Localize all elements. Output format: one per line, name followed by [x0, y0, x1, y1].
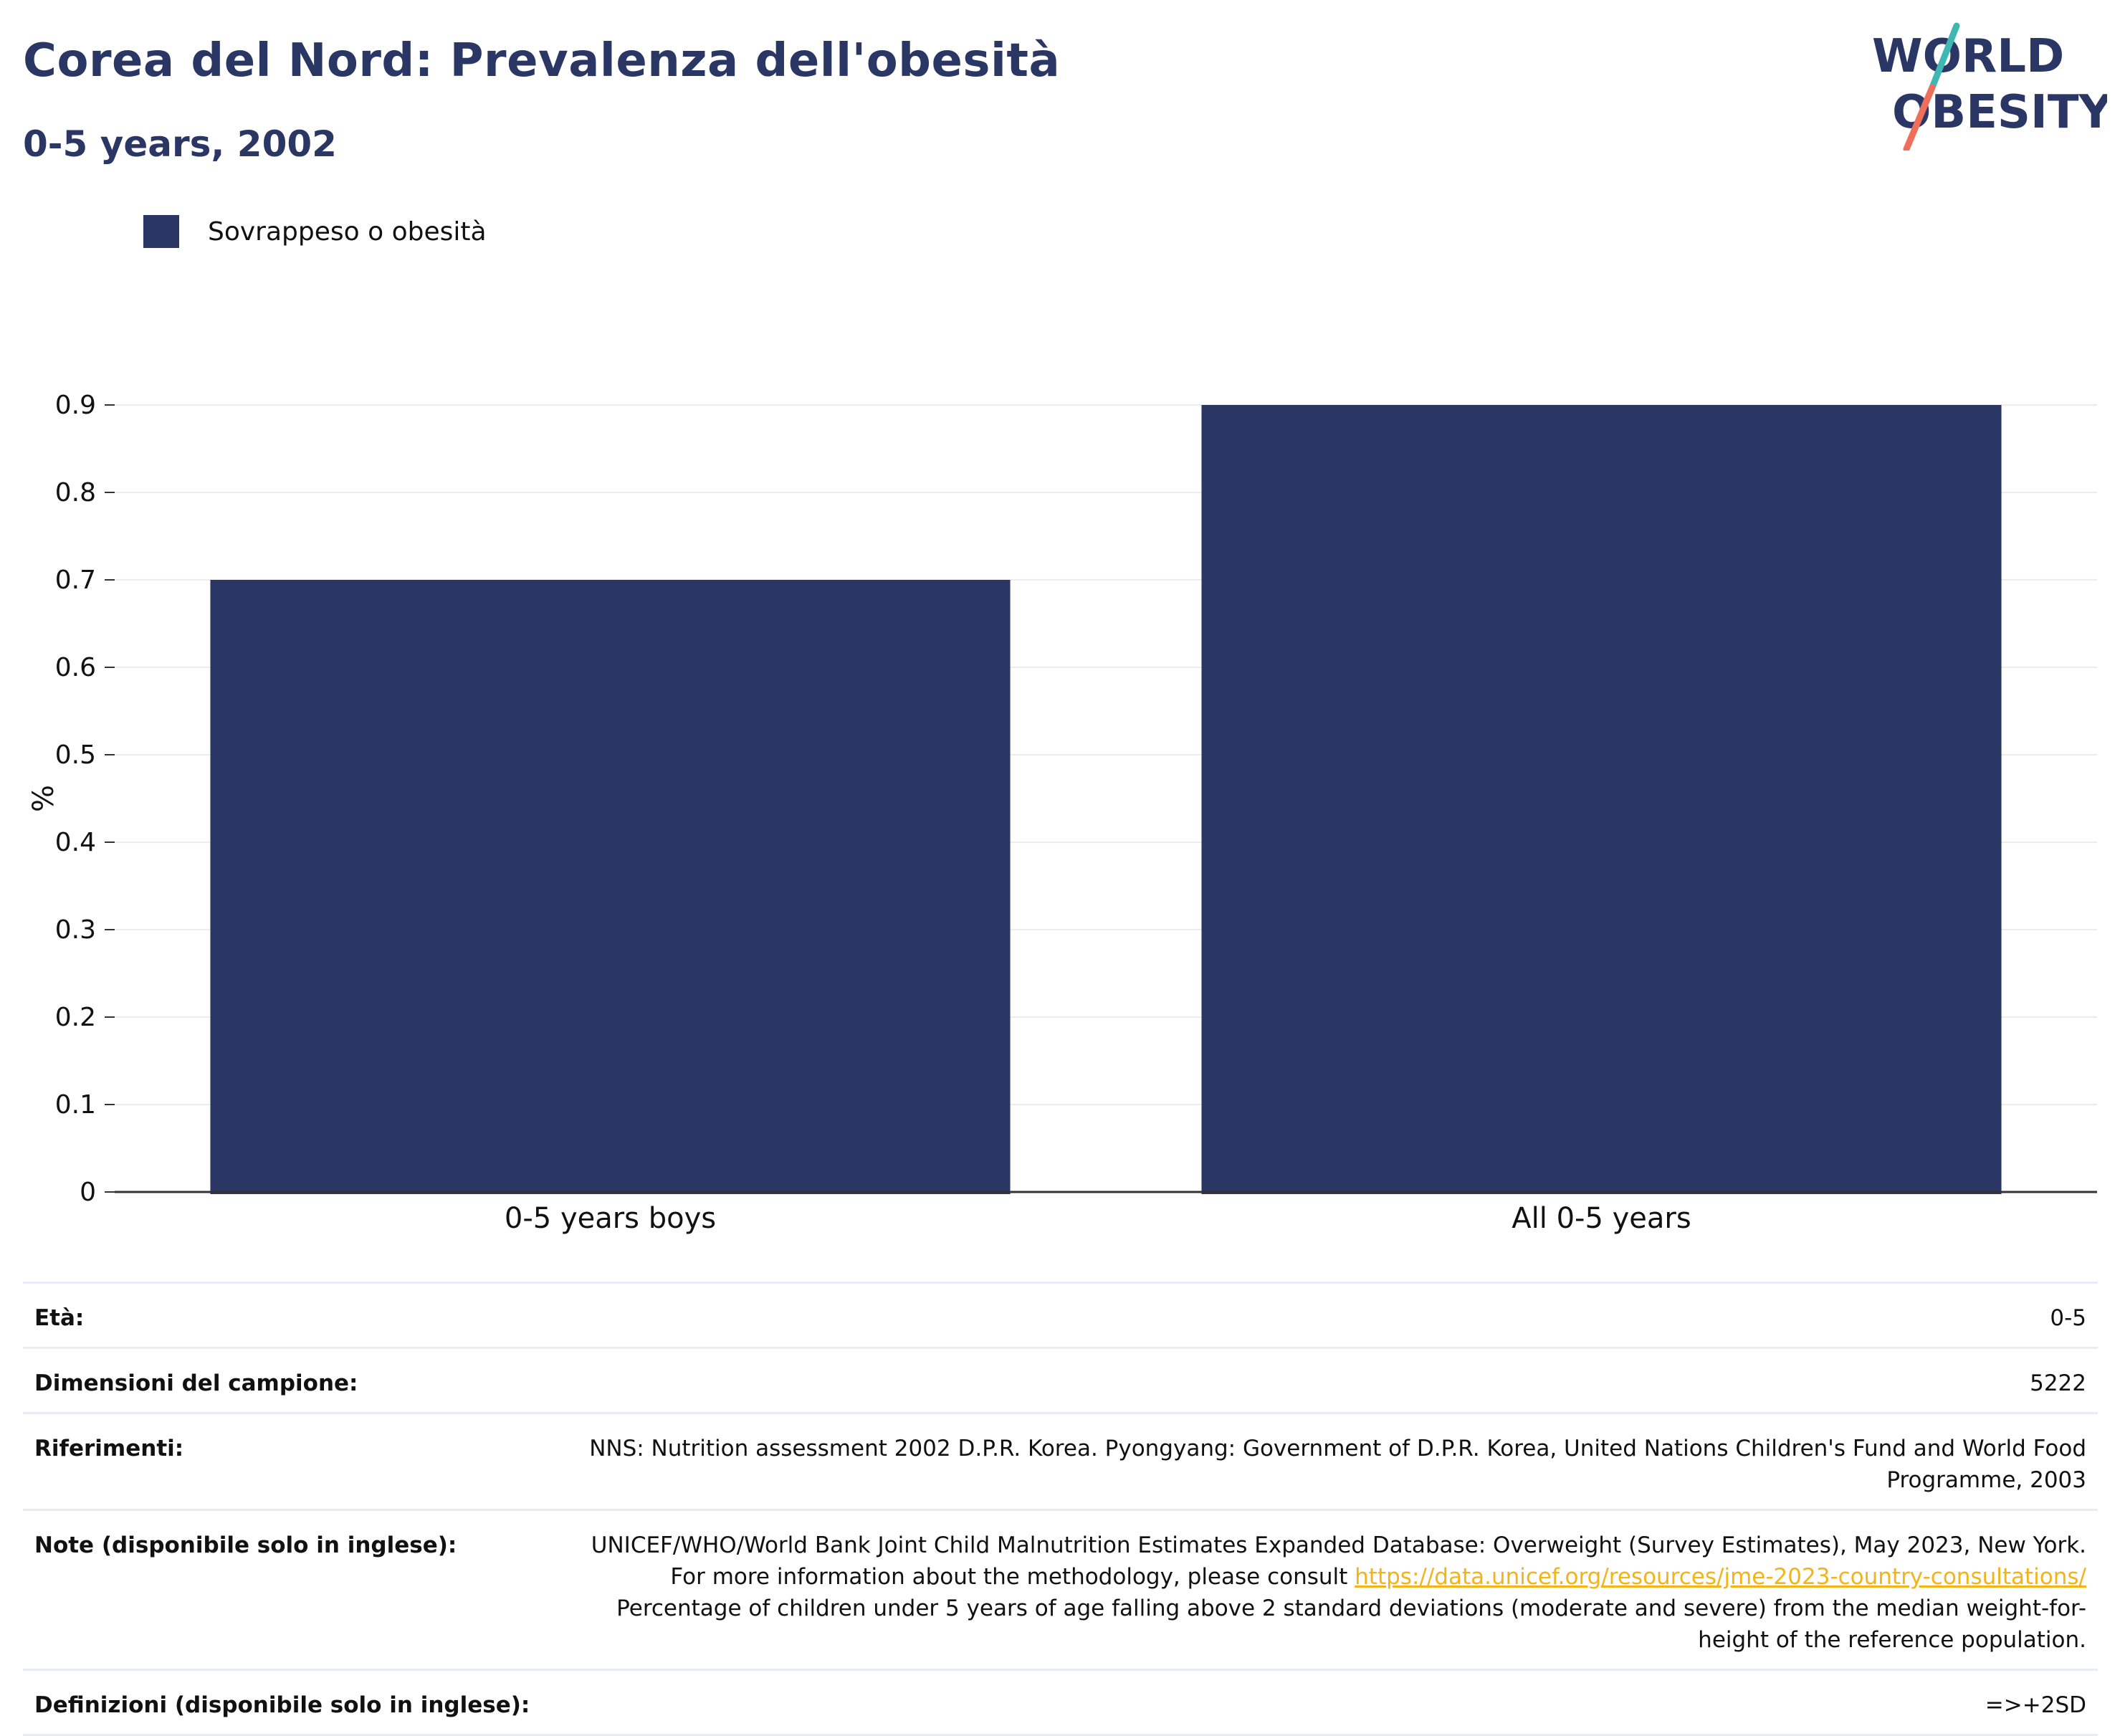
- y-tick-label: 0.4: [55, 828, 96, 857]
- logo-text-world: WORLD: [1872, 30, 2064, 83]
- y-tick-label: 0.1: [55, 1090, 96, 1120]
- notes-text: UNICEF/WHO/World Bank Joint Child Malnut…: [591, 1532, 2086, 1590]
- references-value: NNS: Nutrition assessment 2002 D.P.R. Ko…: [548, 1412, 2098, 1510]
- notes-definition-text: Percentage of children under 5 years of …: [616, 1596, 2086, 1653]
- bars: [210, 405, 2002, 1194]
- x-tick-label: 0-5 years boys: [505, 1202, 716, 1235]
- details-row-references: Riferimenti: NNS: Nutrition assessment 2…: [23, 1412, 2098, 1510]
- references-label: Riferimenti:: [23, 1412, 548, 1510]
- details-row-notes: Note (disponibile solo in inglese): UNIC…: [23, 1509, 2098, 1670]
- y-tick-label: 0: [80, 1178, 96, 1207]
- bar-chart: 0 0.1 0.2 0.3 0.4 0.5 0.6 0.7 0.8 0.9% 0-5 years b…: [27, 391, 2097, 1235]
- details-row-sample: Dimensioni del campione: 5222: [23, 1347, 2098, 1413]
- age-label: Età:: [23, 1282, 548, 1348]
- y-tick-label: 0.6: [55, 653, 96, 682]
- y-tick-label: 0.8: [55, 478, 96, 507]
- notes-label: Note (disponibile solo in inglese):: [23, 1509, 548, 1670]
- y-tick-label: 0.3: [55, 915, 96, 945]
- details-row-age: Età: 0-5: [23, 1282, 2098, 1348]
- sample-size-value: 5222: [548, 1347, 2098, 1413]
- y-tick-label: 0.5: [55, 740, 96, 770]
- definitions-label: Definizioni (disponibile solo in inglese…: [23, 1669, 548, 1736]
- chart-legend[interactable]: Sovrappeso o obesità: [143, 215, 487, 248]
- bar[interactable]: [210, 580, 1011, 1194]
- y-axis-label: %: [27, 785, 60, 812]
- x-tick-label: All 0-5 years: [1512, 1202, 1691, 1235]
- axes: 0 0.1 0.2 0.3 0.4 0.5 0.6 0.7 0.8 0.9% 0-5 years b…: [27, 391, 2097, 1235]
- legend-label: Sovrappeso o obesità: [208, 216, 487, 247]
- notes-value: UNICEF/WHO/World Bank Joint Child Malnut…: [548, 1509, 2098, 1670]
- notes-link[interactable]: https://data.unicef.org/resources/jme-20…: [1355, 1564, 2086, 1590]
- definitions-value: =>+2SD: [548, 1669, 2098, 1736]
- details-row-definitions: Definizioni (disponibile solo in inglese…: [23, 1669, 2098, 1736]
- world-obesity-logo[interactable]: WORLD OBESITY: [1871, 22, 2107, 151]
- chart-subtitle: 0-5 years, 2002: [23, 123, 337, 165]
- y-tick-label: 0.9: [55, 391, 96, 420]
- details-table: Età: 0-5 Dimensioni del campione: 5222 R…: [23, 1282, 2098, 1736]
- legend-swatch: [143, 215, 179, 248]
- logo-slash-coral: [1903, 84, 1936, 151]
- y-tick-label: 0.7: [55, 566, 96, 595]
- chart-title: Corea del Nord: Prevalenza dell'obesità: [23, 34, 1061, 87]
- y-tick-label: 0.2: [55, 1003, 96, 1032]
- bar[interactable]: [1201, 405, 2002, 1194]
- sample-size-label: Dimensioni del campione:: [23, 1347, 548, 1413]
- age-value: 0-5: [548, 1282, 2098, 1348]
- logo-slash-teal: [1929, 22, 1960, 91]
